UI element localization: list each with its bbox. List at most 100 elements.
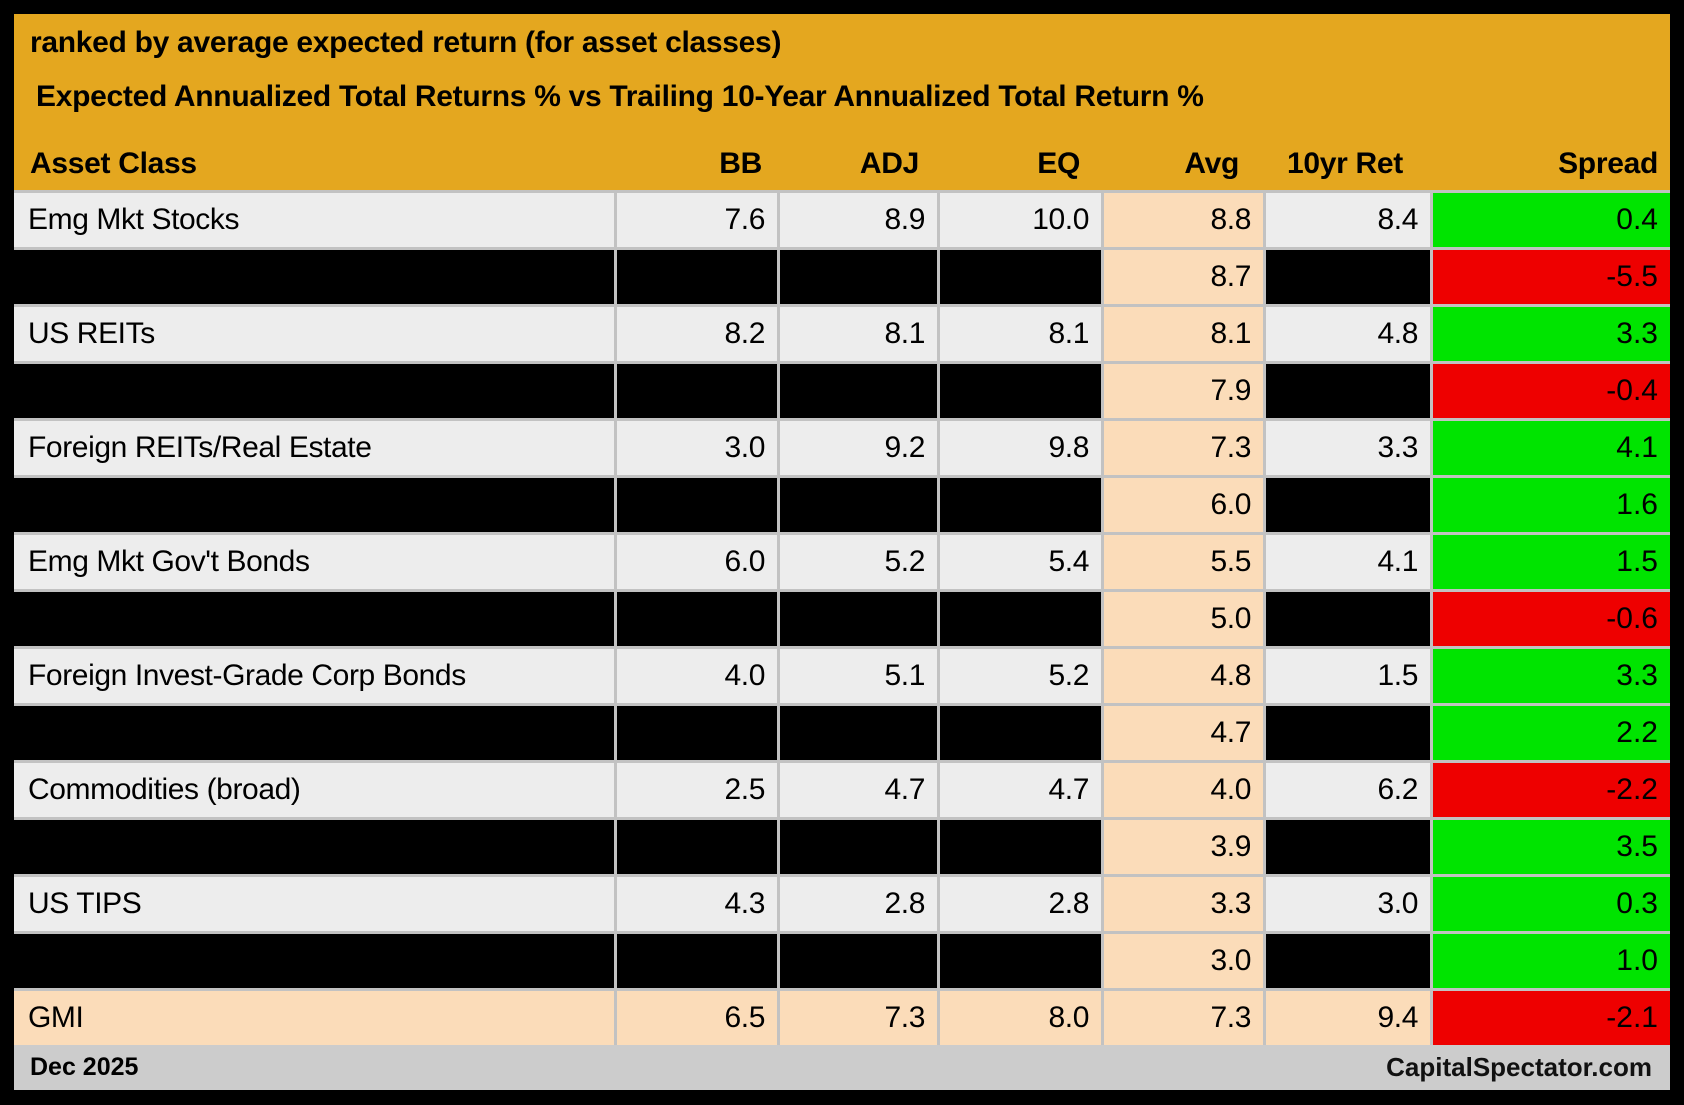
row-14-cell-avg: 7.3 [1104, 991, 1263, 1045]
row-13-cell-ret10 [1266, 934, 1430, 988]
col-header-eq: EQ [1037, 147, 1080, 180]
row-13-cell-spread: 1.0 [1433, 934, 1670, 988]
row-10-cell-adj: 4.7 [780, 763, 937, 817]
col-header-asset-class: Asset Class [30, 147, 197, 180]
row-9-cell-name [14, 706, 614, 760]
row-9-cell-eq [940, 706, 1101, 760]
row-6-cell-bb: 6.0 [617, 535, 777, 589]
row-6-cell-eq: 5.4 [940, 535, 1101, 589]
row-14-cell-spread: -2.1 [1433, 991, 1670, 1045]
row-1-cell-adj [780, 250, 937, 304]
returns-table-body: Emg Mkt Stocks 7.6 8.9 10.0 8.8 8.4 0.4 8.7 -5.5… [14, 190, 1670, 1045]
table-footer: Dec 2025 CapitalSpectator.com [14, 1045, 1670, 1090]
row-0-cell-spread: 0.4 [1433, 193, 1670, 247]
row-8-cell-ret10: 1.5 [1266, 649, 1430, 703]
row-3-cell-spread: -0.4 [1433, 364, 1670, 418]
row-10-cell-name: Commodities (broad) [14, 763, 614, 817]
row-5-cell-adj [780, 478, 937, 532]
row-11-cell-ret10 [1266, 820, 1430, 874]
col-header-adj: ADJ [859, 147, 919, 180]
table-caption-main: Expected Annualized Total Returns % vs T… [36, 79, 1204, 113]
row-7-cell-ret10 [1266, 592, 1430, 646]
row-1-cell-avg: 8.7 [1104, 250, 1263, 304]
row-11-cell-adj [780, 820, 937, 874]
row-1-cell-eq [940, 250, 1101, 304]
row-4-cell-adj: 9.2 [780, 421, 937, 475]
row-6-cell-avg: 5.5 [1104, 535, 1263, 589]
row-10-cell-eq: 4.7 [940, 763, 1101, 817]
row-7-cell-name [14, 592, 614, 646]
row-8-cell-name: Foreign Invest-Grade Corp Bonds [14, 649, 614, 703]
row-3-cell-adj [780, 364, 937, 418]
row-8-cell-avg: 4.8 [1104, 649, 1263, 703]
row-1-cell-name [14, 250, 614, 304]
row-6-cell-spread: 1.5 [1433, 535, 1670, 589]
col-header-bb: BB [719, 147, 762, 180]
row-10-cell-avg: 4.0 [1104, 763, 1263, 817]
row-0-cell-bb: 7.6 [617, 193, 777, 247]
asset-returns-table: ranked by average expected return (for a… [14, 14, 1670, 1090]
row-6-cell-ret10: 4.1 [1266, 535, 1430, 589]
row-0-cell-eq: 10.0 [940, 193, 1101, 247]
row-14-cell-eq: 8.0 [940, 991, 1101, 1045]
row-1-cell-bb [617, 250, 777, 304]
row-8-cell-adj: 5.1 [780, 649, 937, 703]
row-3-cell-eq [940, 364, 1101, 418]
footer-date: Dec 2025 [30, 1053, 139, 1081]
row-14-cell-adj: 7.3 [780, 991, 937, 1045]
row-9-cell-spread: 2.2 [1433, 706, 1670, 760]
row-4-cell-eq: 9.8 [940, 421, 1101, 475]
row-0-cell-adj: 8.9 [780, 193, 937, 247]
table-header: ranked by average expected return (for a… [14, 14, 1670, 190]
row-13-cell-name [14, 934, 614, 988]
row-9-cell-ret10 [1266, 706, 1430, 760]
column-header-row: Asset Class BB ADJ EQ Avg 10yr Ret Sprea… [14, 133, 1670, 190]
row-5-cell-ret10 [1266, 478, 1430, 532]
row-12-cell-eq: 2.8 [940, 877, 1101, 931]
row-9-cell-avg: 4.7 [1104, 706, 1263, 760]
row-11-cell-avg: 3.9 [1104, 820, 1263, 874]
row-11-cell-spread: 3.5 [1433, 820, 1670, 874]
row-8-cell-bb: 4.0 [617, 649, 777, 703]
col-header-10yr-ret: 10yr Ret [1286, 147, 1403, 180]
row-11-cell-eq [940, 820, 1101, 874]
row-6-cell-adj: 5.2 [780, 535, 937, 589]
row-4-cell-ret10: 3.3 [1266, 421, 1430, 475]
row-10-cell-ret10: 6.2 [1266, 763, 1430, 817]
row-2-cell-eq: 8.1 [940, 307, 1101, 361]
col-header-avg: Avg [1184, 147, 1239, 180]
row-7-cell-spread: -0.6 [1433, 592, 1670, 646]
table-caption-rank: ranked by average expected return (for a… [30, 26, 782, 59]
row-2-cell-spread: 3.3 [1433, 307, 1670, 361]
row-2-cell-avg: 8.1 [1104, 307, 1263, 361]
row-10-cell-bb: 2.5 [617, 763, 777, 817]
row-14-cell-bb: 6.5 [617, 991, 777, 1045]
row-2-cell-name: US REITs [14, 307, 614, 361]
row-13-cell-eq [940, 934, 1101, 988]
row-10-cell-spread: -2.2 [1433, 763, 1670, 817]
row-6-cell-name: Emg Mkt Gov't Bonds [14, 535, 614, 589]
row-13-cell-adj [780, 934, 937, 988]
row-2-cell-adj: 8.1 [780, 307, 937, 361]
row-8-cell-eq: 5.2 [940, 649, 1101, 703]
row-7-cell-bb [617, 592, 777, 646]
row-13-cell-avg: 3.0 [1104, 934, 1263, 988]
col-header-spread: Spread [1558, 147, 1658, 180]
row-4-cell-avg: 7.3 [1104, 421, 1263, 475]
row-1-cell-spread: -5.5 [1433, 250, 1670, 304]
row-11-cell-bb [617, 820, 777, 874]
row-12-cell-adj: 2.8 [780, 877, 937, 931]
row-0-cell-ret10: 8.4 [1266, 193, 1430, 247]
row-7-cell-eq [940, 592, 1101, 646]
row-14-cell-ret10: 9.4 [1266, 991, 1430, 1045]
row-5-cell-eq [940, 478, 1101, 532]
row-4-cell-spread: 4.1 [1433, 421, 1670, 475]
row-12-cell-name: US TIPS [14, 877, 614, 931]
row-12-cell-spread: 0.3 [1433, 877, 1670, 931]
row-7-cell-avg: 5.0 [1104, 592, 1263, 646]
row-12-cell-ret10: 3.0 [1266, 877, 1430, 931]
row-2-cell-ret10: 4.8 [1266, 307, 1430, 361]
row-8-cell-spread: 3.3 [1433, 649, 1670, 703]
row-9-cell-bb [617, 706, 777, 760]
footer-source: CapitalSpectator.com [1386, 1052, 1652, 1082]
